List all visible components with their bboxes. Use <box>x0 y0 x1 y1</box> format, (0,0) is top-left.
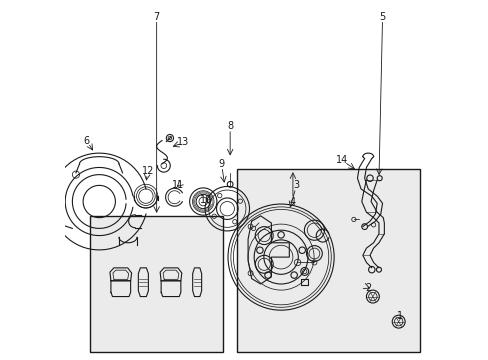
Text: 12: 12 <box>141 166 154 176</box>
Text: 6: 6 <box>83 136 90 145</box>
Text: 11: 11 <box>172 180 184 190</box>
Text: 5: 5 <box>379 12 385 22</box>
Text: 8: 8 <box>226 121 233 131</box>
Bar <box>90 216 223 352</box>
Text: 7: 7 <box>153 12 160 22</box>
Text: 4: 4 <box>289 197 295 207</box>
Text: 13: 13 <box>177 138 189 147</box>
Text: 9: 9 <box>218 159 224 169</box>
Bar <box>237 169 419 352</box>
Text: 2: 2 <box>365 283 370 293</box>
Text: 1: 1 <box>397 311 403 321</box>
Text: 3: 3 <box>293 180 299 190</box>
Text: 10: 10 <box>200 195 212 205</box>
Text: 14: 14 <box>335 155 347 165</box>
